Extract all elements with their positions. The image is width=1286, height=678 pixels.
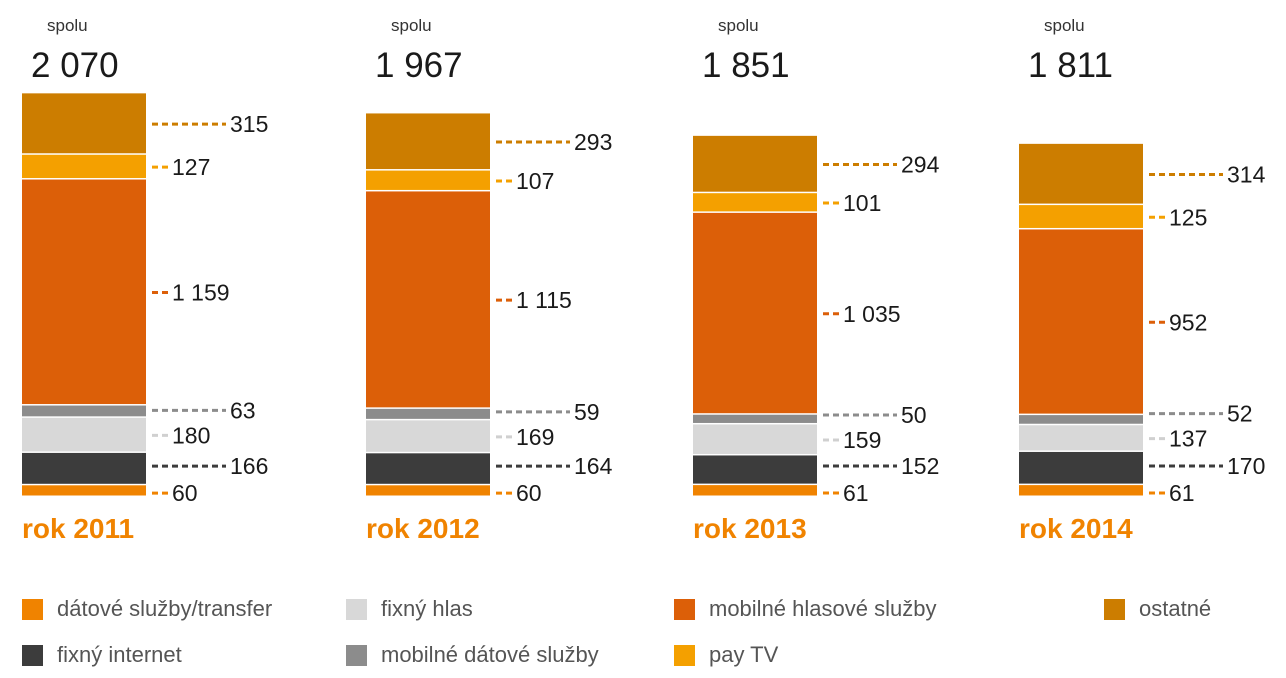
bar-segment	[693, 193, 817, 212]
legend-item: fixný hlas	[346, 596, 473, 622]
bar-segment	[693, 424, 817, 454]
legend-label: fixný hlas	[381, 596, 473, 621]
category-label: rok 2011	[22, 513, 134, 544]
category-label: rok 2012	[366, 513, 480, 544]
category-label: rok 2013	[693, 513, 807, 544]
data-label: 60	[516, 480, 542, 506]
bar-segment	[693, 455, 817, 484]
data-label: 125	[1169, 204, 1207, 230]
data-label: 294	[901, 152, 940, 178]
bar-segment	[366, 453, 490, 484]
bar-segment	[22, 405, 146, 417]
legend-swatch	[674, 598, 695, 620]
data-label: 314	[1227, 161, 1266, 187]
bar-segment	[22, 485, 146, 496]
bar-group-1: spolu 2 070 60 166 180 63 1 159 127 315 rok 2011	[22, 16, 268, 544]
data-label: 159	[843, 427, 881, 453]
total-caption: spolu	[47, 16, 88, 35]
legend-label: dátové služby/transfer	[57, 596, 273, 621]
bar-segment	[22, 179, 146, 405]
legend-label: mobilné dátové služby	[381, 642, 599, 667]
data-label: 61	[1169, 480, 1195, 506]
data-label: 166	[230, 453, 268, 479]
bar-segment	[22, 417, 146, 452]
data-label: 101	[843, 190, 881, 216]
total-value: 1 811	[1028, 46, 1113, 85]
bar-segment	[1019, 451, 1143, 484]
data-label: 63	[230, 397, 256, 423]
category-label: rok 2014	[1019, 513, 1133, 544]
bar-segment	[1019, 485, 1143, 496]
bar-segment	[22, 93, 146, 154]
bar-group-4: spolu 1 811 61 170 137 52 952 125 314 rok 2014	[1019, 16, 1266, 544]
bar-group-3: spolu 1 851 61 152 159 50 1 035 101 294 rok 2013	[693, 16, 940, 544]
bar-segment	[693, 485, 817, 496]
legend-swatch	[674, 644, 695, 666]
bar-segment	[693, 212, 817, 414]
bar-segment	[366, 191, 490, 408]
data-label: 180	[172, 422, 210, 448]
bar-segment	[693, 135, 817, 192]
data-label: 61	[843, 480, 869, 506]
legend-item: fixný internet	[22, 642, 182, 668]
bar-segment	[1019, 425, 1143, 451]
data-label: 1 035	[843, 301, 901, 327]
legend-item: mobilné hlasové služby	[674, 596, 936, 622]
data-label: 152	[901, 453, 939, 479]
legend-item: mobilné dátové služby	[346, 642, 599, 668]
legend-item: pay TV	[674, 642, 778, 668]
total-caption: spolu	[718, 16, 759, 35]
data-label: 952	[1169, 309, 1207, 335]
data-label: 1 115	[516, 287, 572, 313]
bar-segment	[1019, 415, 1143, 424]
total-caption: spolu	[1044, 16, 1085, 35]
data-label: 137	[1169, 426, 1207, 452]
data-label: 107	[516, 168, 554, 194]
data-label: 315	[230, 111, 268, 137]
data-label: 50	[901, 402, 927, 428]
bar-segment	[366, 113, 490, 170]
data-label: 127	[172, 154, 210, 180]
legend-swatch	[22, 598, 43, 620]
bar-segment	[22, 154, 146, 179]
data-label: 293	[574, 129, 612, 155]
data-label: 1 159	[172, 280, 230, 306]
legend-swatch	[346, 644, 367, 666]
bar-segment	[1019, 229, 1143, 414]
total-value: 1 851	[702, 46, 790, 85]
total-value: 2 070	[31, 46, 119, 85]
legend-label: ostatné	[1139, 596, 1212, 621]
legend-label: fixný internet	[57, 642, 182, 667]
legend-item: dátové služby/transfer	[22, 596, 272, 622]
data-label: 60	[172, 480, 198, 506]
bar-segment	[693, 414, 817, 423]
bar-segment	[1019, 205, 1143, 228]
bar-segment	[366, 420, 490, 452]
data-label: 170	[1227, 453, 1265, 479]
legend-item: ostatné	[1104, 596, 1211, 622]
bar-segment	[366, 408, 490, 419]
data-label: 59	[574, 399, 600, 425]
bar-group-2: spolu 1 967 60 164 169 59 1 115 107 293 rok 2012	[366, 16, 613, 544]
bar-segment	[366, 170, 490, 190]
legend-swatch	[1104, 598, 1125, 620]
legend-swatch	[346, 598, 367, 620]
bar-segment	[1019, 143, 1143, 204]
data-label: 169	[516, 424, 554, 450]
legend-label: pay TV	[709, 642, 779, 667]
bar-segment	[22, 452, 146, 484]
chart-legend: dátové služby/transfer fixný hlas mobilné …	[22, 596, 1272, 678]
data-label: 164	[574, 453, 613, 479]
bar-segment	[366, 485, 490, 496]
legend-label: mobilné hlasové služby	[709, 596, 937, 621]
legend-swatch	[22, 644, 43, 666]
total-value: 1 967	[375, 46, 463, 85]
data-label: 52	[1227, 401, 1253, 427]
total-caption: spolu	[391, 16, 432, 35]
